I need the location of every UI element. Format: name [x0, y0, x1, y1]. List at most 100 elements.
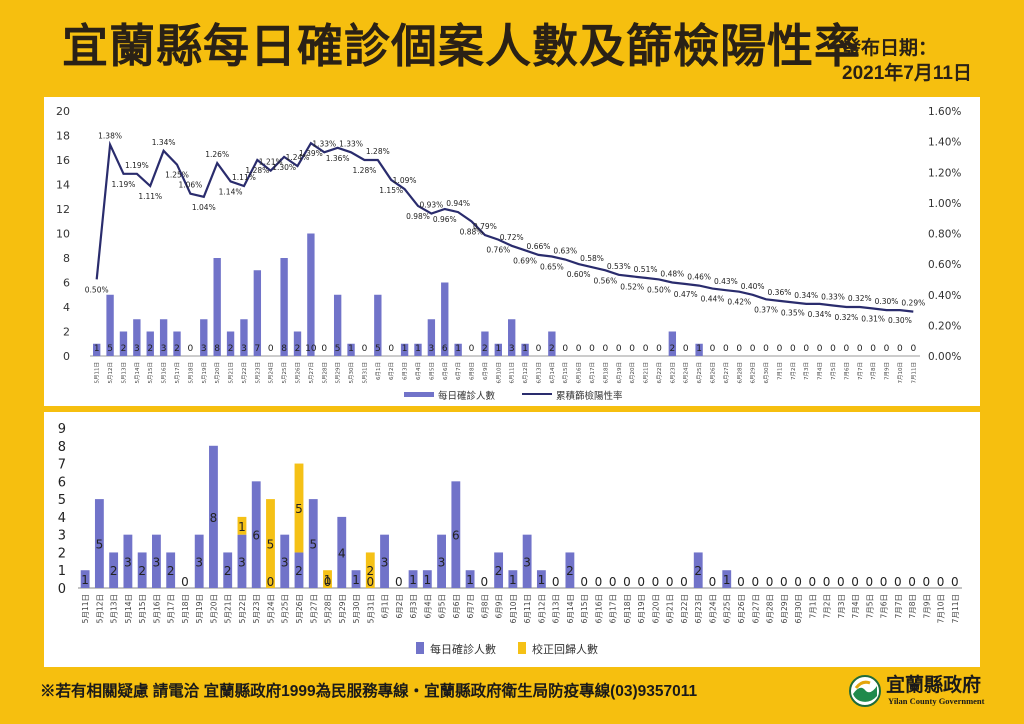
- x-tick-label: 6月29日: [750, 362, 757, 384]
- line-value-label: 0.65%: [540, 262, 564, 271]
- bar-daily-cases: [422, 570, 432, 588]
- bar-value-label: 0: [710, 344, 716, 354]
- x-tick-label: 6月22日: [656, 362, 663, 384]
- y-tick-label-right: 0.00%: [928, 351, 961, 363]
- bar-value-label: 3: [153, 555, 161, 569]
- x-tick-label: 6月18日: [602, 362, 609, 384]
- x-tick-label: 5月20日: [214, 362, 221, 384]
- x-tick-label: 5月26日: [295, 594, 304, 623]
- y-tick-label-left: 12: [56, 203, 70, 216]
- bar-value-label: 1: [415, 344, 421, 354]
- x-tick-label: 5月31日: [366, 594, 375, 623]
- line-value-label: 0.46%: [687, 273, 711, 282]
- line-value-label: 1.09%: [393, 176, 417, 185]
- x-tick-label: 5月16日: [161, 362, 168, 384]
- bar-value-label: 0: [589, 344, 595, 354]
- x-tick-label: 6月25日: [723, 594, 732, 623]
- legend-swatch-correction: [518, 642, 526, 654]
- bar-daily-cases: [548, 331, 556, 356]
- bar-daily-cases: [253, 270, 262, 356]
- x-tick-label: 6月25日: [696, 362, 703, 384]
- bar-daily-cases: [437, 534, 447, 588]
- y-tick-label-right: 1.40%: [928, 137, 961, 149]
- bar-value-label: 0: [823, 575, 831, 589]
- line-value-label: 1.11%: [138, 192, 162, 201]
- line-value-label: 0.30%: [875, 297, 899, 306]
- bar-value-label: 0: [837, 575, 845, 589]
- bar-value-label: 0: [643, 344, 649, 354]
- x-tick-label: 5月23日: [254, 362, 261, 384]
- x-tick-label: 5月15日: [138, 594, 147, 623]
- x-tick-label: 6月30日: [763, 362, 770, 384]
- x-tick-label: 6月17日: [589, 362, 596, 384]
- x-tick-label: 6月14日: [566, 594, 575, 623]
- x-tick-label: 6月4日: [415, 362, 422, 380]
- line-value-label: 1.33%: [312, 139, 336, 148]
- x-tick-label: 6月10日: [509, 594, 518, 623]
- line-value-label: 0.34%: [808, 310, 832, 319]
- bar-value-label: 0: [629, 344, 635, 354]
- x-tick-label: 5月28日: [324, 594, 333, 623]
- bar-value-label: 0: [897, 344, 903, 354]
- x-tick-label: 5月19日: [195, 594, 204, 623]
- bar-daily-cases: [494, 552, 504, 588]
- bar-daily-cases: [337, 516, 347, 588]
- x-tick-label: 5月26日: [295, 362, 302, 384]
- bar-value-label: 5: [96, 538, 104, 552]
- x-tick-label: 6月1日: [381, 594, 390, 619]
- bar-daily-cases: [213, 258, 221, 356]
- x-tick-label: 5月30日: [348, 362, 355, 384]
- bar-value-label: 0: [751, 575, 759, 589]
- x-tick-label: 6月8日: [480, 594, 489, 619]
- x-tick-label: 7月6日: [843, 362, 850, 380]
- bar-daily-cases: [240, 319, 248, 356]
- x-tick-label: 6月11日: [523, 594, 532, 623]
- x-tick-label: 7月4日: [851, 594, 860, 619]
- y-tick-label-left: 0: [63, 350, 70, 363]
- bar-daily-cases: [133, 319, 141, 356]
- bar-value-label: 0: [366, 575, 374, 589]
- bar-daily-cases: [226, 331, 235, 356]
- x-tick-label: 6月1日: [375, 362, 382, 380]
- bar-daily-cases: [159, 319, 168, 356]
- bar-value-label: 6: [442, 344, 448, 354]
- bar-correction-value-label: 1: [324, 573, 332, 587]
- bar-daily-cases: [146, 331, 154, 356]
- bar-value-label: 1: [352, 573, 360, 587]
- bar-value-label: 3: [523, 555, 531, 569]
- bar-correction-cases: [365, 552, 375, 588]
- y-tick-label-left: 4: [63, 301, 70, 314]
- bar-value-label: 0: [595, 575, 603, 589]
- y-tick-label-left: 16: [56, 154, 70, 167]
- line-value-label: 0.37%: [754, 305, 778, 314]
- bar-value-label: 0: [623, 575, 631, 589]
- x-tick-label: 6月11日: [509, 362, 516, 384]
- bar-value-label: 0: [481, 575, 489, 589]
- line-value-label: 0.96%: [433, 215, 457, 224]
- x-tick-label: 7月2日: [790, 362, 797, 380]
- line-value-label: 0.53%: [607, 262, 631, 271]
- legend-label-daily-cases: 每日確診人數: [438, 390, 496, 402]
- x-tick-label: 6月19日: [616, 362, 623, 384]
- x-tick-label: 6月21日: [666, 594, 675, 623]
- x-tick-label: 7月5日: [830, 362, 837, 380]
- bar-value-label: 1: [409, 573, 417, 587]
- bar-value-label: 1: [81, 573, 89, 587]
- bar-daily-cases: [106, 294, 114, 356]
- x-tick-label: 6月19日: [637, 594, 646, 623]
- x-tick-label: 6月22日: [680, 594, 689, 623]
- x-tick-label: 5月27日: [308, 362, 315, 384]
- bar-value-label: 0: [188, 344, 194, 354]
- y-tick-label-left: 8: [63, 252, 70, 265]
- y-tick-label-left: 10: [56, 228, 70, 241]
- x-tick-label: 6月2日: [388, 362, 395, 380]
- x-tick-label: 6月12日: [522, 362, 529, 384]
- bar-daily-cases: [237, 534, 247, 588]
- x-tick-label: 5月14日: [134, 362, 141, 384]
- bar-value-label: 0: [908, 575, 916, 589]
- x-tick-label: 6月14日: [549, 362, 556, 384]
- x-tick-label: 6月12日: [537, 594, 546, 623]
- bar-value-label: 0: [324, 575, 332, 589]
- positivity-chart: 024681012141618200.00%0.20%0.40%0.60%0.8…: [56, 105, 961, 402]
- bar-value-label: 2: [228, 344, 234, 354]
